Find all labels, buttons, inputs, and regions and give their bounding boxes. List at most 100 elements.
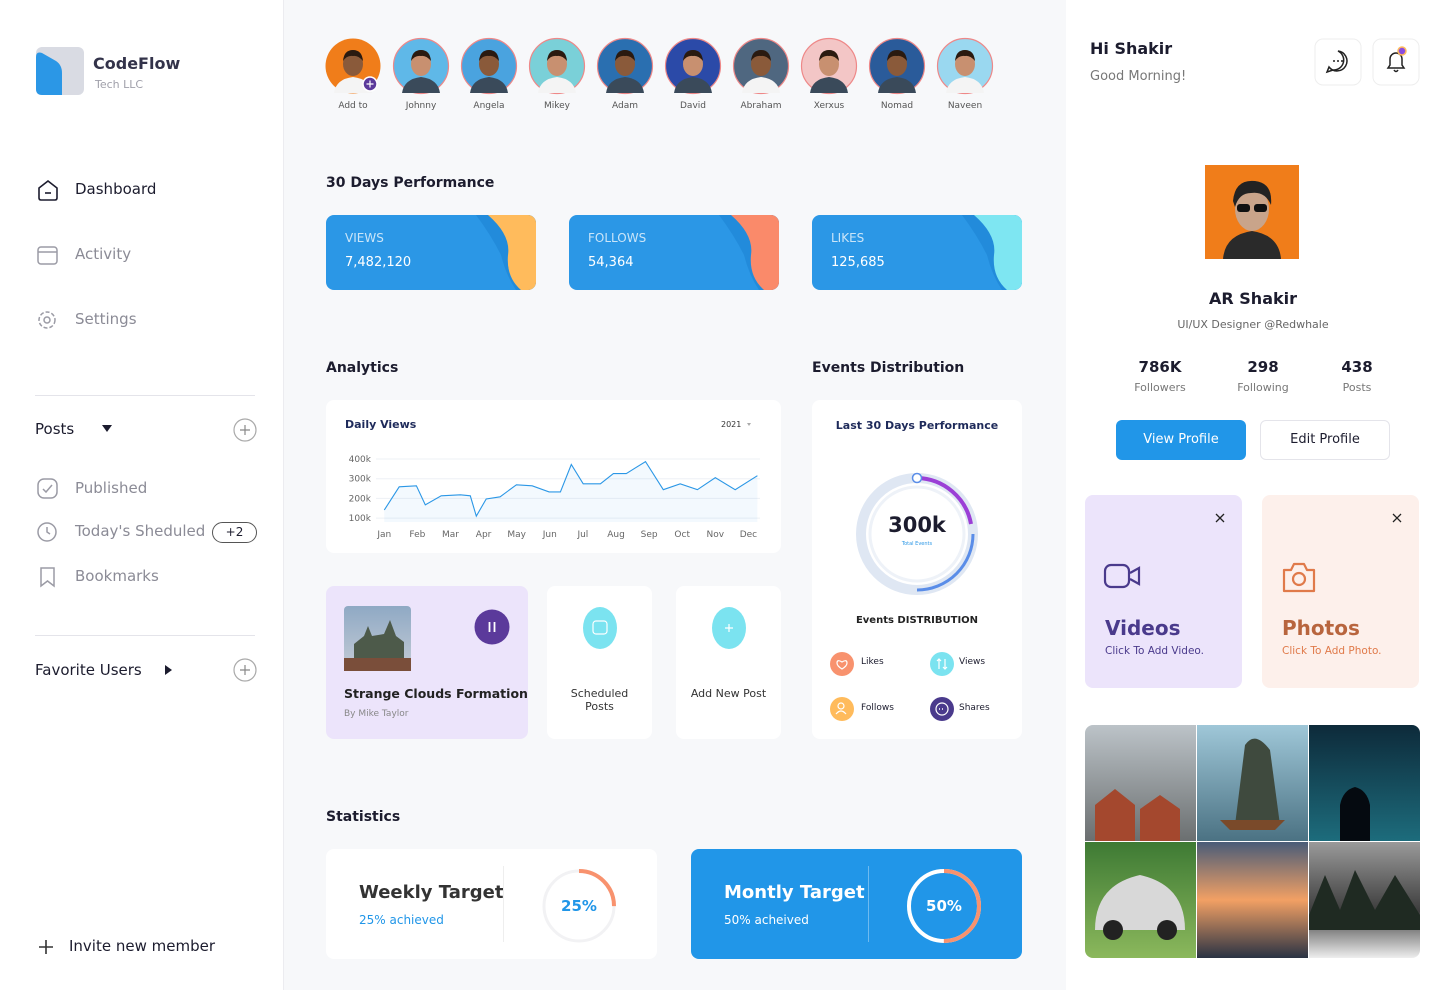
profile-panel: Hi Shakir Good Morning! AR Shakir UI/UX …: [1066, 0, 1440, 990]
add-button[interactable]: [232, 417, 258, 443]
card-label: Add New Post: [690, 687, 767, 700]
stat-value: 298: [1247, 358, 1279, 376]
post-thumbnail: [344, 606, 411, 671]
performance-card[interactable]: FOLLOWS 54,364: [569, 215, 779, 290]
target-title: Montly Target: [724, 882, 865, 903]
story-name: Angela: [473, 101, 505, 111]
nav-item[interactable]: Dashboard: [75, 180, 157, 198]
avatar-body: [810, 77, 848, 93]
greeting: Hi Shakir: [1090, 39, 1173, 58]
avatar-hair: [411, 50, 431, 61]
close-icon[interactable]: [1390, 511, 1404, 525]
ring-label: 50%: [926, 897, 962, 915]
add-button[interactable]: [232, 657, 258, 683]
avatar-hair: [683, 50, 703, 61]
avatar-hair: [615, 50, 635, 61]
nav-item[interactable]: Activity: [75, 245, 132, 263]
icon-bookmark: [40, 567, 55, 588]
card-label: FOLLOWS: [588, 231, 647, 245]
avatar-face: [547, 52, 567, 76]
sidebar: CodeFlow Tech LLC Dashboard Activity Set…: [0, 0, 284, 990]
events-card: Last 30 Days Performance 300k Total Even…: [812, 400, 1022, 739]
x-tick-label: May: [507, 530, 526, 540]
invite-link[interactable]: Invite new member: [69, 937, 215, 955]
profile-photo: [1205, 165, 1299, 259]
story-avatar[interactable]: [868, 37, 926, 95]
view-profile-button[interactable]: View Profile: [1116, 420, 1246, 460]
story-avatar[interactable]: [664, 37, 722, 95]
camera-icon: [1282, 562, 1316, 593]
avatar-hair: [955, 50, 975, 61]
story-avatar[interactable]: [528, 37, 586, 95]
performance-card[interactable]: VIEWS 7,482,120: [326, 215, 536, 290]
x-tick-label: Mar: [442, 530, 459, 540]
main-content: Add to Johnny Angela Mikey Adam David Abraham X…: [284, 0, 1066, 990]
story-avatar[interactable]: [596, 37, 654, 95]
progress-ring: 50%: [907, 869, 981, 943]
videos-card[interactable]: Videos Click To Add Video.: [1085, 495, 1242, 688]
x-tick-label: Nov: [707, 530, 725, 540]
legend-label: Shares: [959, 703, 990, 713]
avatar-hair: [751, 50, 771, 61]
x-tick-label: Sep: [641, 530, 658, 540]
y-tick-label: 200k: [349, 494, 372, 504]
chart-card: Daily Views 2021 100k 200k 300k 400k Jan Feb M…: [326, 400, 781, 553]
section-title: 30 Days Performance: [326, 175, 495, 191]
pause-button[interactable]: [474, 606, 510, 648]
nav-item[interactable]: Settings: [75, 310, 137, 328]
brand-name: CodeFlow: [93, 54, 181, 73]
posts-item[interactable]: Bookmarks: [75, 567, 159, 585]
story-avatar[interactable]: [936, 37, 994, 95]
notification-button[interactable]: [1372, 38, 1420, 86]
story-name: Xerxus: [813, 101, 845, 111]
line-area: [384, 461, 758, 522]
avatar-face: [955, 52, 975, 76]
story-name: David: [680, 101, 706, 111]
posts-item[interactable]: Published: [75, 479, 148, 497]
photos-card[interactable]: Photos Click To Add Photo.: [1262, 495, 1419, 688]
avatar-face: [819, 52, 839, 76]
add-post-card[interactable]: Add New Post: [676, 586, 781, 739]
y-tick-label: 300k: [349, 475, 372, 485]
y-tick-label: 100k: [349, 514, 372, 524]
y-tick-label: 400k: [349, 455, 372, 465]
avatar-body: [946, 77, 984, 93]
performance-card[interactable]: LIKES 125,685: [812, 215, 1022, 290]
chat-button[interactable]: [1314, 38, 1362, 86]
target-title: Weekly Target: [359, 882, 504, 903]
card-value: 125,685: [831, 255, 885, 270]
avatar-hair: [343, 50, 363, 61]
video-icon: [1103, 563, 1141, 589]
story-avatar[interactable]: [460, 37, 518, 95]
events-total: 300k: [888, 513, 947, 537]
avatar-hair: [479, 50, 499, 61]
add-icon: [712, 607, 746, 649]
posts-title[interactable]: Posts: [35, 420, 75, 438]
post-card[interactable]: Strange Clouds Formation By Mike Taylor: [326, 586, 528, 739]
ring-arc: [916, 476, 973, 525]
year-select[interactable]: 2021: [721, 420, 741, 429]
target-card: Weekly Target 25% achieved 25%: [326, 849, 657, 959]
favorites-title[interactable]: Favorite Users: [35, 661, 142, 679]
stat-label: Following: [1237, 381, 1289, 394]
scheduled-card[interactable]: Scheduled Posts: [547, 586, 652, 739]
ring-inner: [868, 485, 966, 583]
story-avatar[interactable]: [800, 37, 858, 95]
story-avatar[interactable]: [392, 37, 450, 95]
profile-role: UI/UX Designer @Redwhale: [1177, 318, 1329, 331]
ring-knob: [911, 472, 923, 484]
story-avatar[interactable]: [324, 37, 382, 95]
edit-profile-button[interactable]: Edit Profile: [1260, 420, 1390, 460]
events-donut: 300k Total Events: [856, 472, 978, 595]
avatar-body: [334, 77, 372, 93]
section-title: Events Distribution: [812, 360, 965, 376]
x-tick-label: Jan: [376, 530, 391, 540]
story-avatar[interactable]: [732, 37, 790, 95]
posts-item[interactable]: Today's Sheduled: [75, 522, 206, 540]
divider: [503, 866, 504, 942]
close-icon[interactable]: [1213, 511, 1227, 525]
ring-progress: [542, 869, 616, 943]
events-caption: Events DISTRIBUTION: [855, 615, 979, 626]
post-author: By Mike Taylor: [344, 709, 409, 719]
icon-clock: [37, 522, 57, 542]
